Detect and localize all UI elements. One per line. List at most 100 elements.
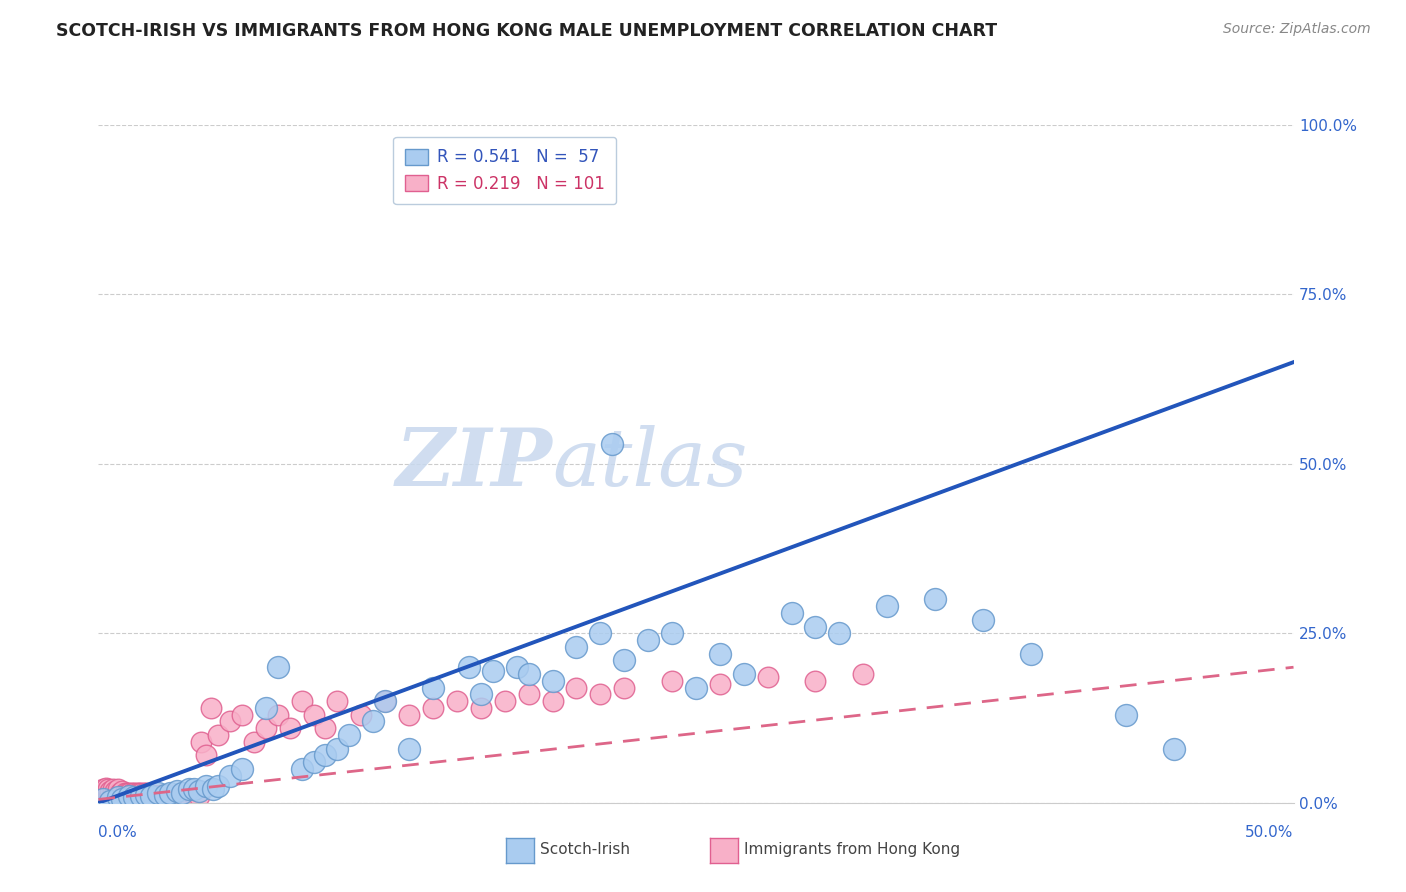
- Point: [422, 681, 444, 695]
- Point: [115, 786, 138, 800]
- Point: [107, 786, 129, 800]
- Point: [125, 791, 148, 805]
- Point: [661, 626, 683, 640]
- Point: [363, 714, 385, 729]
- Point: [613, 681, 636, 695]
- Point: [780, 606, 803, 620]
- Point: [135, 791, 157, 805]
- Point: [422, 701, 444, 715]
- Point: [155, 788, 177, 802]
- Point: [709, 677, 731, 691]
- Point: [118, 789, 141, 803]
- Point: [155, 788, 177, 802]
- Point: [541, 673, 564, 688]
- Point: [90, 790, 112, 805]
- Point: [219, 714, 242, 729]
- Point: [172, 786, 194, 800]
- Point: [91, 786, 114, 800]
- Point: [125, 786, 148, 800]
- Point: [637, 633, 659, 648]
- Point: [267, 707, 290, 722]
- Point: [179, 789, 201, 803]
- Point: [108, 790, 131, 805]
- Point: [481, 664, 505, 678]
- Point: [98, 794, 122, 808]
- Point: [470, 701, 492, 715]
- Point: [517, 687, 540, 701]
- Legend: R = 0.541   N =  57, R = 0.219   N = 101: R = 0.541 N = 57, R = 0.219 N = 101: [394, 136, 616, 204]
- Point: [118, 786, 141, 800]
- Point: [121, 786, 143, 800]
- Point: [602, 436, 624, 450]
- Point: [565, 640, 588, 654]
- Point: [97, 791, 120, 805]
- Point: [173, 789, 195, 803]
- Point: [104, 783, 127, 797]
- Point: [111, 791, 134, 805]
- Point: [101, 791, 124, 805]
- Point: [139, 789, 162, 803]
- Point: [709, 647, 731, 661]
- Point: [131, 786, 153, 800]
- Point: [94, 783, 117, 797]
- Point: [91, 789, 114, 803]
- Point: [804, 619, 827, 633]
- Point: [267, 660, 290, 674]
- Point: [517, 667, 540, 681]
- Point: [138, 790, 160, 805]
- Point: [183, 782, 205, 797]
- Point: [326, 741, 349, 756]
- Point: [91, 792, 114, 806]
- Point: [101, 786, 124, 800]
- Point: [374, 694, 396, 708]
- Point: [135, 788, 157, 802]
- Point: [132, 786, 155, 800]
- Point: [398, 741, 420, 756]
- Point: [97, 782, 120, 797]
- Point: [194, 748, 218, 763]
- Point: [111, 788, 134, 802]
- Text: Scotch-Irish: Scotch-Irish: [540, 842, 630, 856]
- Point: [128, 790, 150, 805]
- Point: [187, 789, 209, 803]
- Point: [733, 667, 755, 681]
- Point: [166, 789, 188, 803]
- Point: [315, 721, 337, 735]
- Point: [506, 660, 529, 674]
- Text: SCOTCH-IRISH VS IMMIGRANTS FROM HONG KONG MALE UNEMPLOYMENT CORRELATION CHART: SCOTCH-IRISH VS IMMIGRANTS FROM HONG KON…: [56, 22, 997, 40]
- Point: [446, 694, 468, 708]
- Point: [139, 789, 162, 803]
- Point: [163, 788, 186, 802]
- Point: [115, 791, 138, 805]
- Point: [470, 687, 492, 701]
- Point: [131, 791, 153, 805]
- Point: [852, 667, 875, 681]
- Point: [876, 599, 898, 614]
- Point: [148, 789, 170, 803]
- Point: [207, 779, 229, 793]
- Point: [124, 786, 146, 800]
- Point: [98, 783, 122, 797]
- Point: [108, 786, 131, 800]
- Point: [541, 694, 564, 708]
- Point: [350, 707, 373, 722]
- Point: [111, 783, 134, 797]
- Point: [145, 790, 167, 805]
- Point: [254, 721, 277, 735]
- Point: [589, 687, 612, 701]
- Point: [202, 782, 225, 797]
- Point: [1115, 707, 1137, 722]
- Point: [131, 789, 153, 803]
- Point: [589, 626, 612, 640]
- Point: [179, 782, 201, 797]
- Point: [94, 788, 117, 802]
- Point: [101, 782, 124, 797]
- Point: [254, 701, 277, 715]
- Point: [231, 762, 253, 776]
- Point: [613, 653, 636, 667]
- Point: [1019, 647, 1042, 661]
- Point: [685, 681, 707, 695]
- Point: [114, 790, 136, 805]
- Point: [121, 791, 143, 805]
- Point: [1163, 741, 1185, 756]
